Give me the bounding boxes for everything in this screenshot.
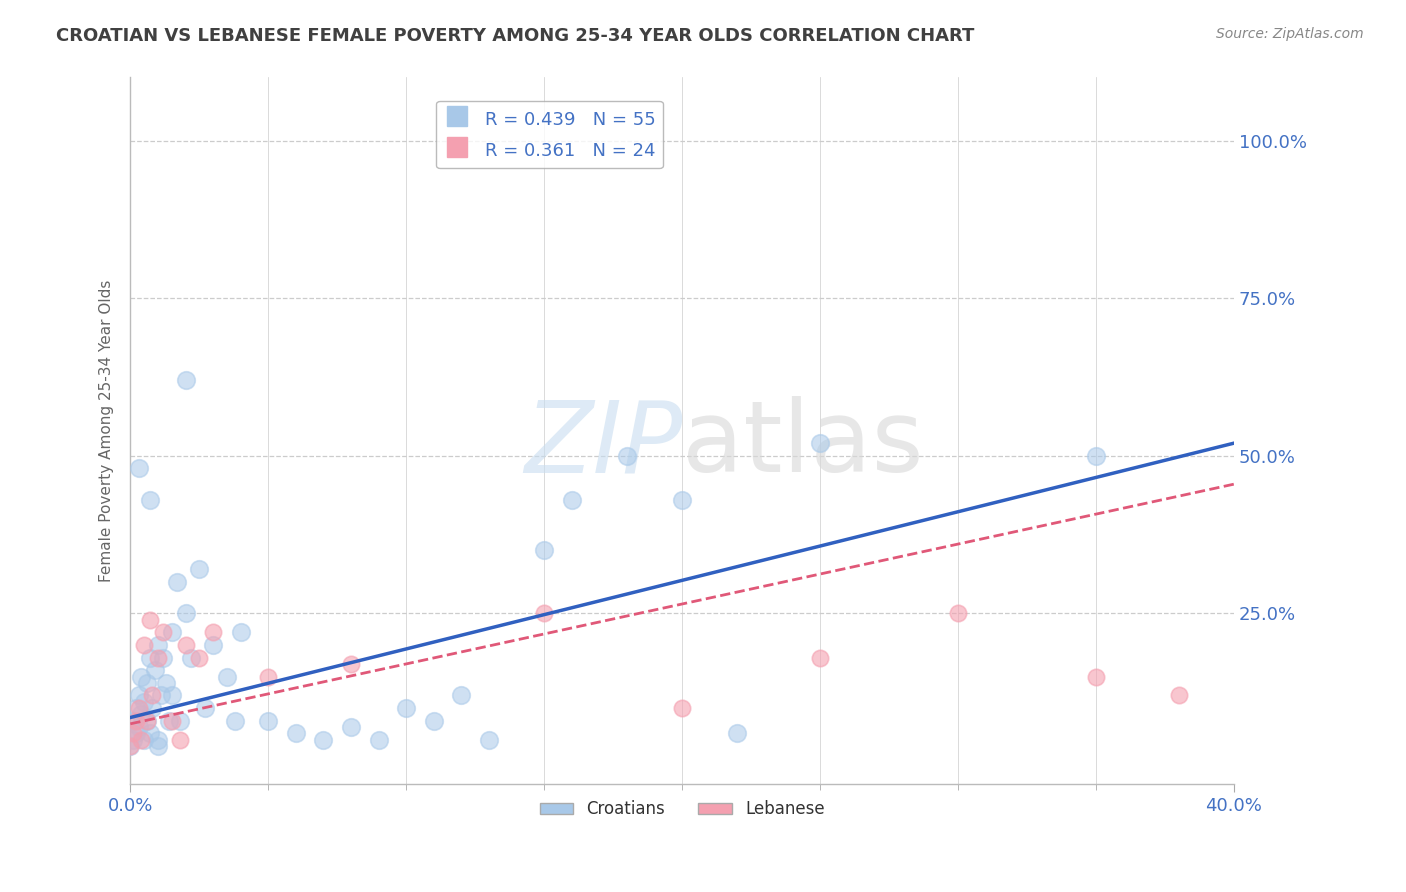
Point [146,739,169,753]
Point [141,689,163,703]
Legend: Croatians, Lebanese: Croatians, Lebanese [533,794,831,825]
Y-axis label: Female Poverty Among 25-34 Year Olds: Female Poverty Among 25-34 Year Olds [100,279,114,582]
Point [138,726,160,740]
Point [135,714,157,728]
Point [808,436,831,450]
Point [169,714,191,728]
Point [125,726,148,740]
Point [152,650,174,665]
Text: atlas: atlas [682,396,924,493]
Point [312,732,335,747]
Point [135,714,157,728]
Point [122,726,145,740]
Point [149,689,172,703]
Point [122,732,145,747]
Point [125,714,148,728]
Text: CROATIAN VS LEBANESE FEMALE POVERTY AMONG 25-34 YEAR OLDS CORRELATION CHART: CROATIAN VS LEBANESE FEMALE POVERTY AMON… [56,27,974,45]
Point [152,625,174,640]
Point [725,726,748,740]
Point [174,638,197,652]
Point [141,701,163,715]
Point [194,701,217,715]
Point [131,669,153,683]
Point [143,663,166,677]
Point [169,732,191,747]
Point [946,607,969,621]
Point [188,650,211,665]
Text: Source: ZipAtlas.com: Source: ZipAtlas.com [1216,27,1364,41]
Point [202,638,225,652]
Point [202,625,225,640]
Point [1084,669,1107,683]
Point [138,650,160,665]
Point [671,492,693,507]
Point [224,714,246,728]
Point [157,714,180,728]
Point [215,669,238,683]
Point [533,543,555,558]
Point [128,701,150,715]
Point [284,726,307,740]
Point [174,373,197,387]
Point [257,669,280,683]
Point [174,607,197,621]
Point [128,689,150,703]
Point [616,449,638,463]
Point [131,732,153,747]
Point [367,732,389,747]
Point [146,732,169,747]
Point [128,461,150,475]
Point [180,650,202,665]
Point [160,714,183,728]
Point [128,720,150,734]
Point [134,732,156,747]
Point [533,607,555,621]
Point [808,650,831,665]
Point [120,739,142,753]
Point [138,613,160,627]
Point [160,625,183,640]
Point [155,676,177,690]
Point [561,492,583,507]
Point [122,714,145,728]
Point [1084,449,1107,463]
Point [160,689,183,703]
Point [146,650,169,665]
Point [340,657,363,671]
Point [188,562,211,576]
Point [340,720,363,734]
Point [671,701,693,715]
Text: ZIP: ZIP [524,396,682,493]
Point [229,625,252,640]
Point [423,714,446,728]
Point [166,574,188,589]
Point [135,676,157,690]
Point [395,701,418,715]
Point [257,714,280,728]
Point [450,689,472,703]
Point [146,638,169,652]
Point [120,739,142,753]
Point [134,638,156,652]
Point [138,492,160,507]
Point [131,707,153,722]
Point [478,732,501,747]
Point [125,701,148,715]
Point [134,695,156,709]
Point [1167,689,1189,703]
